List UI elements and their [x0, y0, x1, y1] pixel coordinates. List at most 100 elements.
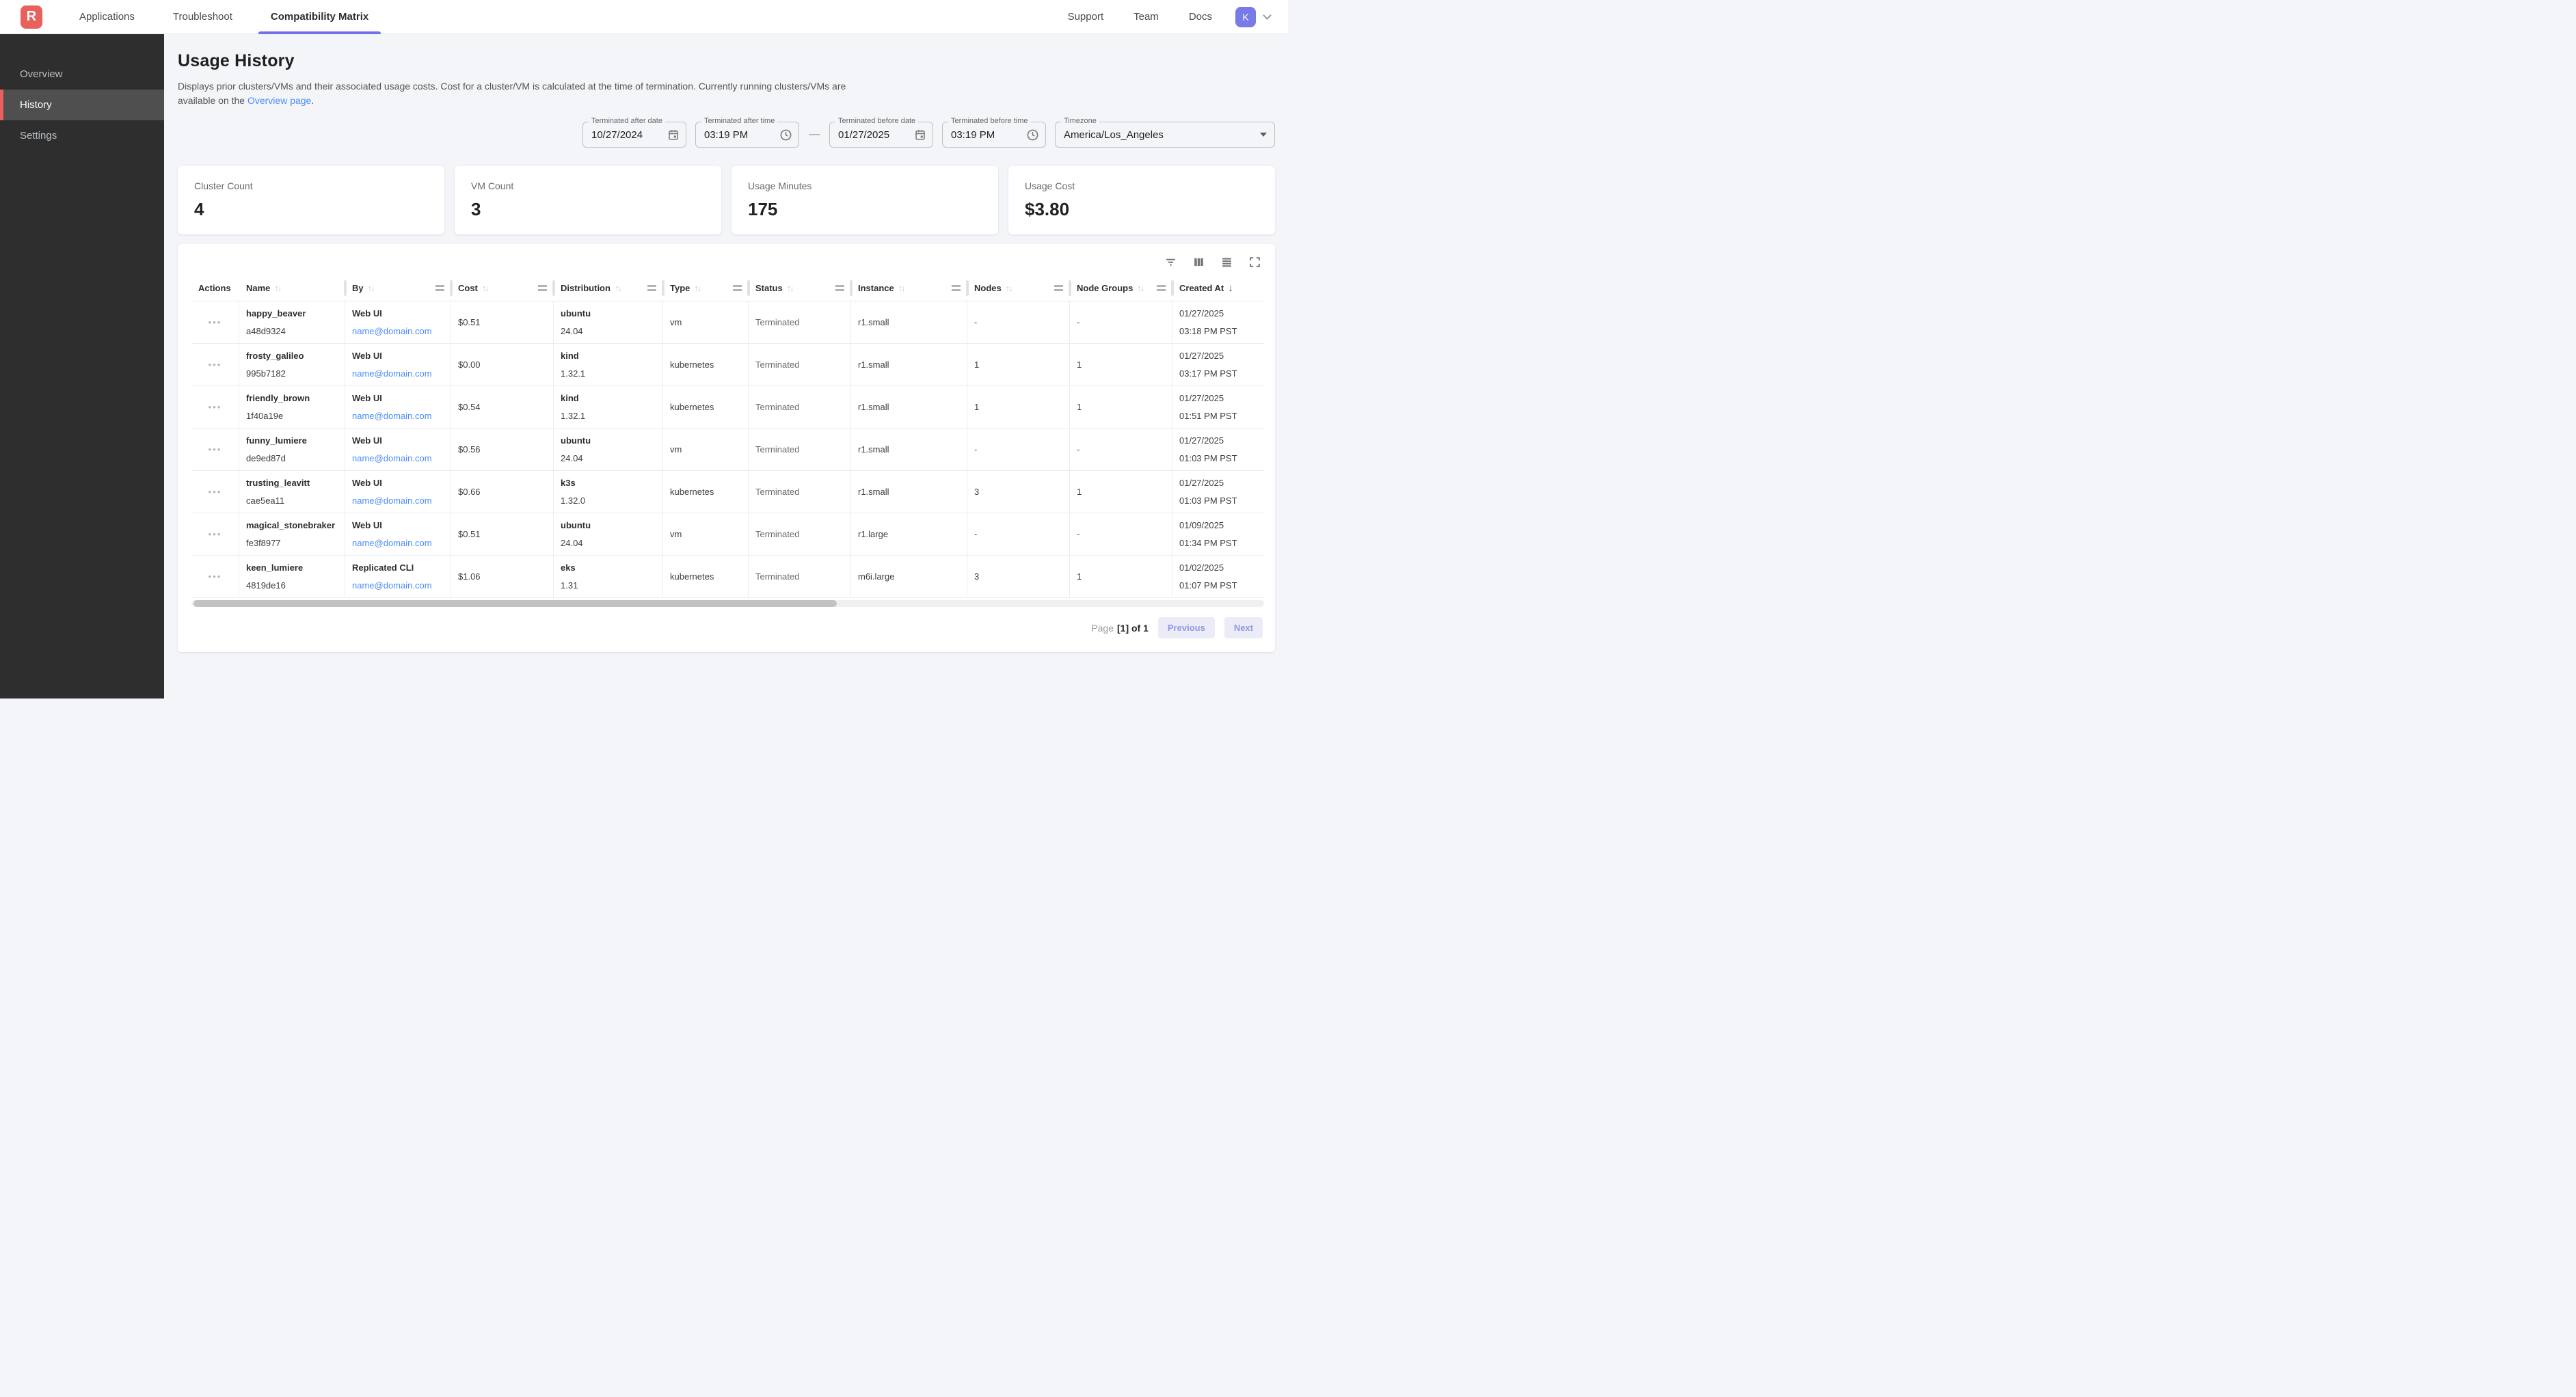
email-link[interactable]: name@domain.com	[352, 538, 432, 548]
node-groups-value: 1	[1077, 402, 1082, 412]
calendar-icon[interactable]	[914, 128, 926, 141]
sidebar-item-overview[interactable]: Overview	[20, 68, 63, 80]
column-menu-icon[interactable]	[647, 284, 656, 291]
columns-icon[interactable]	[1192, 256, 1205, 269]
sort-icon[interactable]: ↑↓	[898, 282, 906, 293]
row-actions-button[interactable]: •••	[191, 344, 239, 385]
nav-link-docs[interactable]: Docs	[1188, 11, 1212, 23]
column-header-nodes[interactable]: Nodes ↑↓	[967, 275, 1071, 301]
distribution-name: k3s	[561, 478, 576, 488]
timezone-select[interactable]: Timezone America/Los_Angeles	[1055, 117, 1275, 148]
nodes-value: -	[974, 317, 978, 327]
column-menu-icon[interactable]	[952, 284, 961, 291]
terminated-after-time-value[interactable]: 03:19 PM	[704, 128, 749, 141]
density-icon[interactable]	[1220, 256, 1233, 269]
fullscreen-icon[interactable]	[1248, 256, 1261, 269]
row-actions-button[interactable]: •••	[191, 429, 239, 470]
column-header-status[interactable]: Status ↑↓	[749, 275, 853, 301]
avatar[interactable]: K	[1235, 6, 1256, 27]
cell-created-at: 01/02/2025 01:07 PM PST	[1172, 556, 1264, 597]
filter-icon[interactable]	[1164, 256, 1177, 269]
column-header-type[interactable]: Type ↑↓	[663, 275, 750, 301]
created-by: Web UI	[352, 478, 382, 488]
terminated-after-date-value[interactable]: 10/27/2024	[591, 128, 643, 141]
sort-icon[interactable]: ↑↓	[1005, 282, 1013, 293]
scrollbar-thumb[interactable]	[193, 600, 837, 607]
column-header-created-at[interactable]: Created At ↓	[1179, 282, 1233, 294]
previous-page-button[interactable]: Previous	[1157, 617, 1215, 638]
sort-icon[interactable]: ↑↓	[274, 282, 282, 293]
nav-tab-compatibility-matrix[interactable]: Compatibility Matrix	[252, 0, 388, 34]
email-link[interactable]: name@domain.com	[352, 580, 432, 591]
email-link[interactable]: name@domain.com	[352, 496, 432, 506]
nodes-value: 1	[974, 402, 980, 412]
email-link[interactable]: name@domain.com	[352, 368, 432, 379]
column-menu-icon[interactable]	[1157, 284, 1166, 291]
nav-link-support[interactable]: Support	[1067, 11, 1104, 23]
cluster-name: trusting_leavitt	[246, 478, 310, 488]
column-divider	[344, 280, 347, 296]
overview-page-link[interactable]: Overview page	[247, 95, 312, 106]
chevron-down-icon[interactable]	[1263, 11, 1272, 20]
nav-link-team[interactable]: Team	[1133, 11, 1159, 23]
status-badge: Terminated	[755, 529, 800, 539]
created-time: 01:34 PM PST	[1179, 538, 1237, 548]
cell-status: Terminated	[749, 386, 851, 428]
column-menu-icon[interactable]	[538, 284, 547, 291]
column-header-name[interactable]: Name ↑↓	[239, 275, 347, 301]
terminated-after-time-field[interactable]: Terminated after time 03:19 PM	[695, 117, 799, 148]
row-actions-button[interactable]: •••	[191, 386, 239, 428]
nav-tab-applications[interactable]: Applications	[79, 11, 135, 23]
email-link[interactable]: name@domain.com	[352, 453, 432, 463]
sort-desc-icon[interactable]: ↓	[1228, 282, 1233, 294]
row-actions-button[interactable]: •••	[191, 556, 239, 597]
instance-value: r1.small	[858, 402, 889, 412]
terminated-before-time-value[interactable]: 03:19 PM	[951, 128, 995, 141]
sort-icon[interactable]: ↑↓	[786, 282, 794, 293]
cluster-name: friendly_brown	[246, 393, 310, 403]
column-header-distribution[interactable]: Distribution ↑↓	[554, 275, 665, 301]
calendar-icon[interactable]	[667, 128, 680, 141]
replicated-logo[interactable]: R	[21, 5, 42, 29]
terminated-after-date-field[interactable]: Terminated after date 10/27/2024	[582, 117, 686, 148]
column-header-node-groups[interactable]: Node Groups ↑↓	[1070, 275, 1174, 301]
column-menu-icon[interactable]	[1054, 284, 1063, 291]
column-header-by[interactable]: By ↑↓	[345, 275, 453, 301]
email-link[interactable]: name@domain.com	[352, 411, 432, 421]
row-actions-button[interactable]: •••	[191, 513, 239, 555]
terminated-before-date-value[interactable]: 01/27/2025	[838, 128, 890, 141]
email-link[interactable]: name@domain.com	[352, 326, 432, 336]
cell-nodes: 1	[967, 344, 1070, 385]
sort-icon[interactable]: ↑↓	[694, 282, 701, 293]
sort-icon[interactable]: ↑↓	[614, 282, 622, 293]
nav-tab-troubleshoot[interactable]: Troubleshoot	[172, 11, 232, 23]
table-row: ••• funny_lumiere de9ed87d Web UI name@d…	[191, 428, 1264, 470]
terminated-before-time-field[interactable]: Terminated before time 03:19 PM	[942, 117, 1046, 148]
row-actions-button[interactable]: •••	[191, 471, 239, 513]
sort-icon[interactable]: ↑↓	[1137, 282, 1144, 293]
clock-icon[interactable]	[1026, 128, 1039, 141]
created-date: 01/27/2025	[1179, 393, 1224, 403]
clock-icon[interactable]	[779, 128, 792, 141]
distribution-version: 1.31	[561, 580, 578, 591]
cell-nodes: -	[967, 301, 1070, 343]
column-menu-icon[interactable]	[435, 284, 444, 291]
node-groups-value: -	[1077, 317, 1080, 327]
sidebar-item-settings[interactable]: Settings	[20, 130, 57, 141]
cell-distribution: ubuntu 24.04	[554, 429, 663, 470]
sort-icon[interactable]: ↑↓	[481, 282, 489, 293]
column-menu-icon[interactable]	[835, 284, 844, 291]
distribution-name: ubuntu	[561, 308, 591, 318]
sort-icon[interactable]: ↑↓	[367, 282, 375, 293]
column-header-instance[interactable]: Instance ↑↓	[851, 275, 969, 301]
column-menu-icon[interactable]	[733, 284, 742, 291]
column-header-cost[interactable]: Cost ↑↓	[451, 275, 555, 301]
node-groups-value: 1	[1077, 360, 1082, 370]
sidebar-item-history[interactable]: History	[0, 90, 164, 120]
node-groups-value: 1	[1077, 571, 1082, 582]
row-actions-button[interactable]: •••	[191, 301, 239, 343]
status-badge: Terminated	[755, 317, 800, 327]
terminated-before-date-field[interactable]: Terminated before date 01/27/2025	[829, 117, 933, 148]
timezone-value[interactable]: America/Los_Angeles	[1064, 128, 1164, 141]
next-page-button[interactable]: Next	[1224, 617, 1263, 638]
